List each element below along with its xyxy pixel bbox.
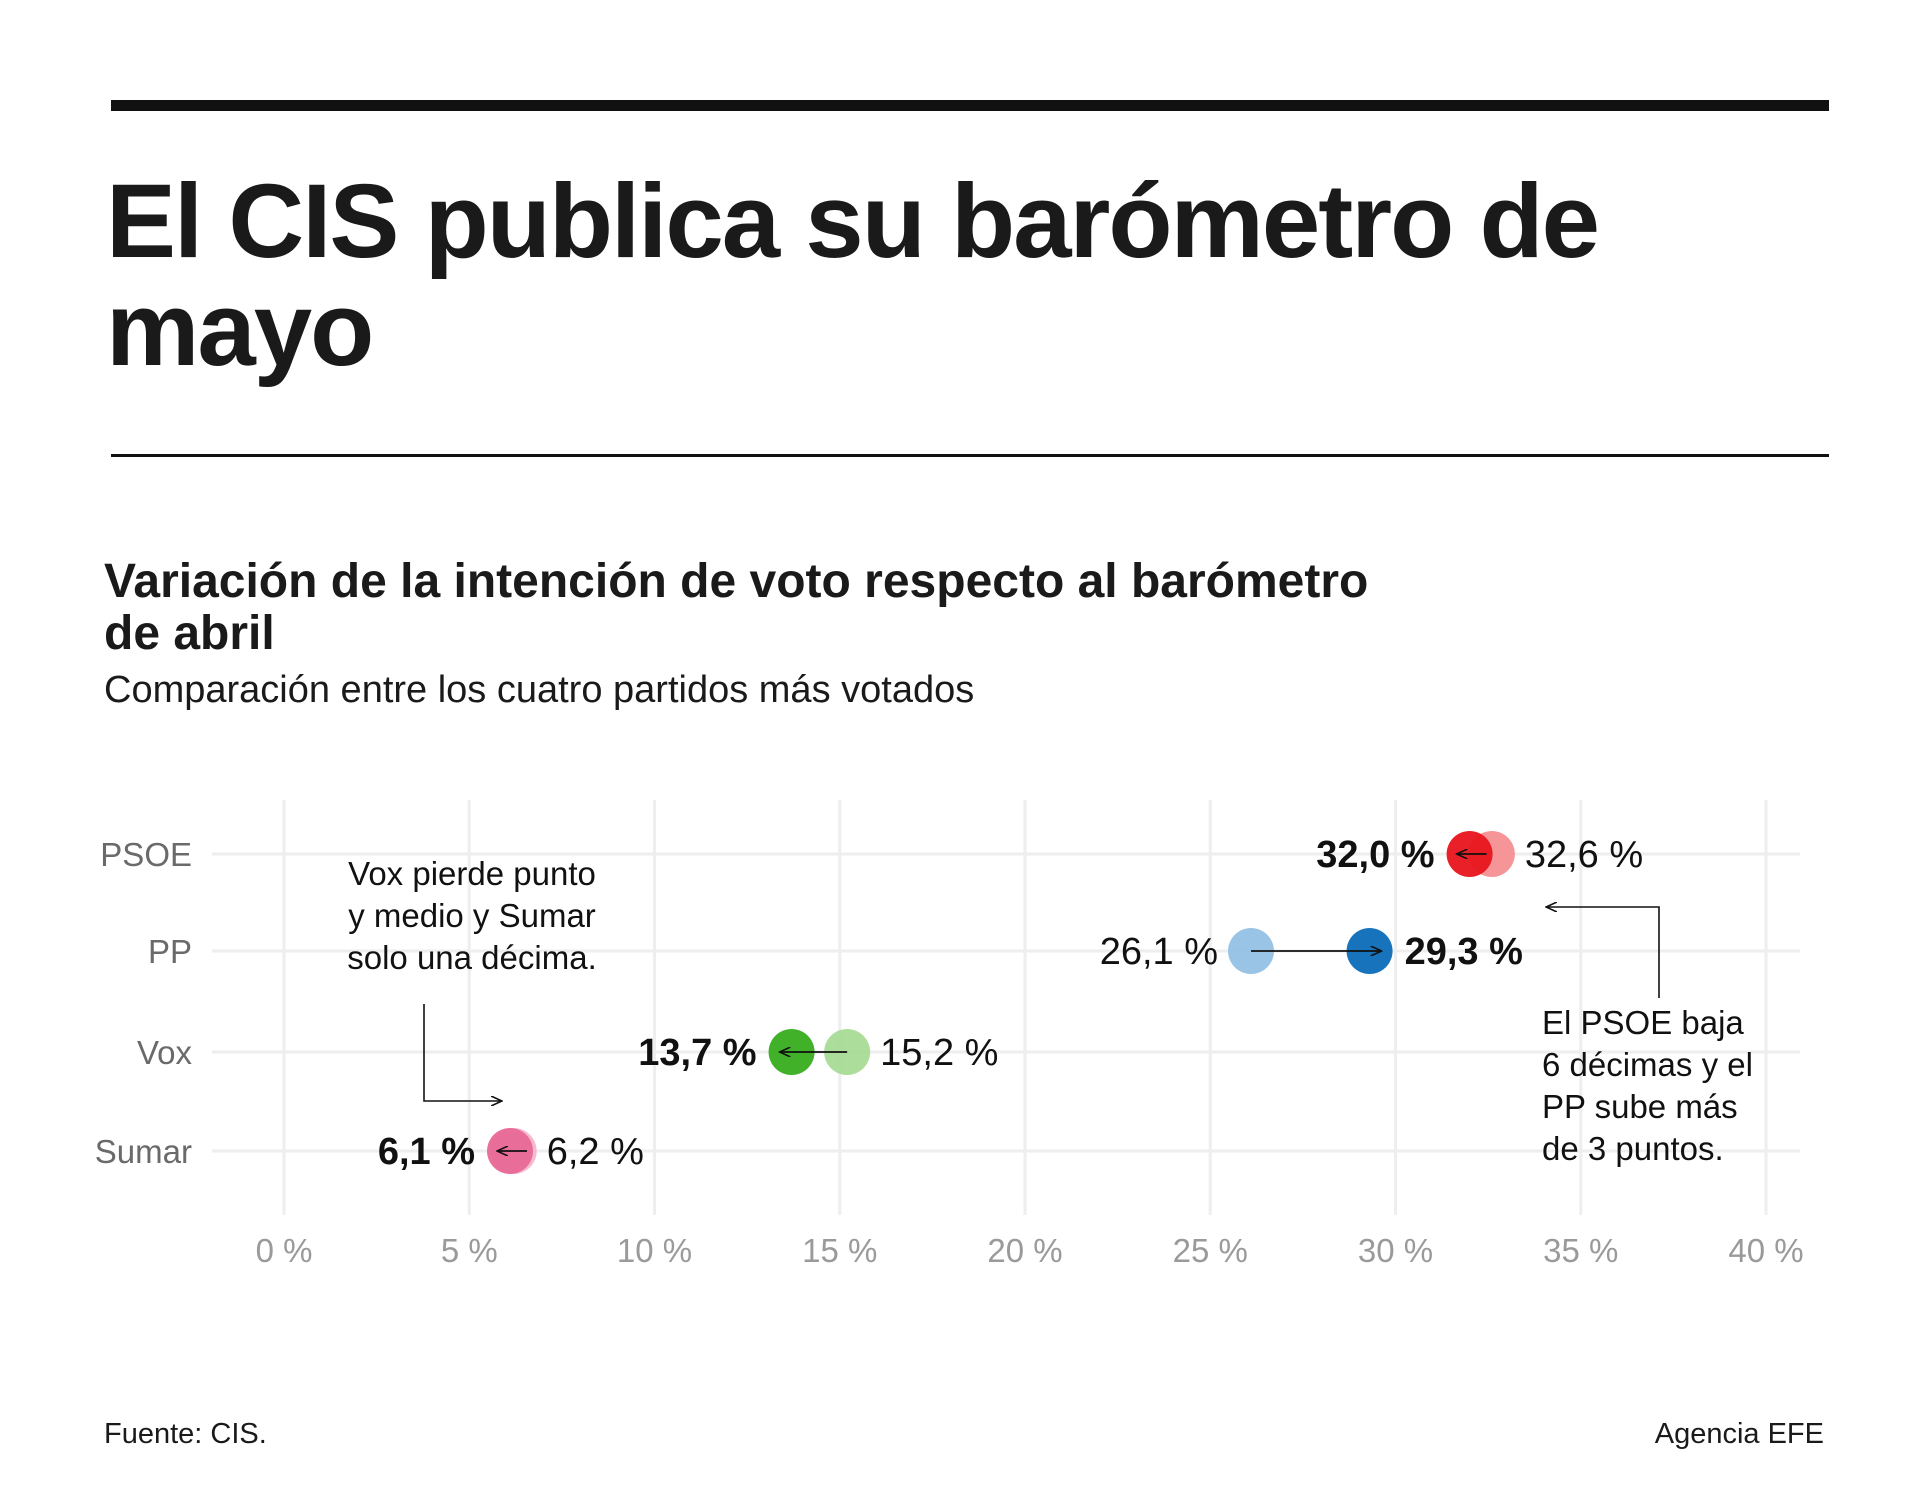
annotation-right-line: El PSOE baja (1542, 1004, 1744, 1041)
annotation-left-line: y medio y Sumar (348, 897, 596, 934)
value-label-mayo: 32,0 % (1316, 834, 1434, 876)
value-label-abril: 32,6 % (1525, 834, 1643, 876)
source-note: Fuente: CIS. (104, 1418, 267, 1450)
x-tick-label: 5 % (441, 1232, 498, 1269)
category-label: PP (148, 933, 192, 970)
x-tick-label: 10 % (617, 1232, 692, 1269)
x-tick-label: 30 % (1358, 1232, 1433, 1269)
annotation-right-line: 6 décimas y el (1542, 1046, 1753, 1083)
value-label-abril: 15,2 % (880, 1032, 998, 1074)
chart-title: Variación de la intención de voto respec… (104, 555, 1369, 660)
category-label: Sumar (95, 1133, 192, 1170)
value-label-mayo: 29,3 % (1405, 931, 1523, 973)
annotation-left-arrow (423, 1004, 502, 1101)
annotation-right-line: PP sube más (1542, 1088, 1738, 1125)
top-rule (111, 100, 1829, 111)
dumbbell-chart: 0 % 5 % 10 % 15 % 20 % 25 % 30 % 35 % 40 % PSOE P… (95, 800, 1804, 1269)
category-label: Vox (137, 1034, 193, 1071)
x-tick-label: 25 % (1173, 1232, 1248, 1269)
value-label-mayo: 13,7 % (638, 1032, 756, 1074)
middle-rule (111, 454, 1829, 457)
value-label-abril: 6,2 % (547, 1131, 644, 1173)
agency-credit: Agencia EFE (1654, 1418, 1824, 1450)
annotation-left-line: solo una décima. (347, 939, 596, 976)
x-tick-label: 0 % (256, 1232, 313, 1269)
x-tick-label: 15 % (802, 1232, 877, 1269)
x-tick-label: 20 % (987, 1232, 1062, 1269)
x-tick-label: 35 % (1543, 1232, 1618, 1269)
chart-subtitle: Comparación entre los cuatro partidos má… (104, 669, 975, 711)
x-tick-label: 40 % (1728, 1232, 1803, 1269)
annotation-right-arrow (1546, 907, 1660, 998)
value-label-mayo: 6,1 % (378, 1131, 475, 1173)
headline: El CIS publica su barómetro de mayo (106, 163, 1600, 388)
annotation-right-line: de 3 puntos. (1542, 1130, 1724, 1167)
category-label: PSOE (100, 836, 192, 873)
value-label-abril: 26,1 % (1100, 931, 1218, 973)
annotation-left-line: Vox pierde punto (348, 855, 596, 892)
